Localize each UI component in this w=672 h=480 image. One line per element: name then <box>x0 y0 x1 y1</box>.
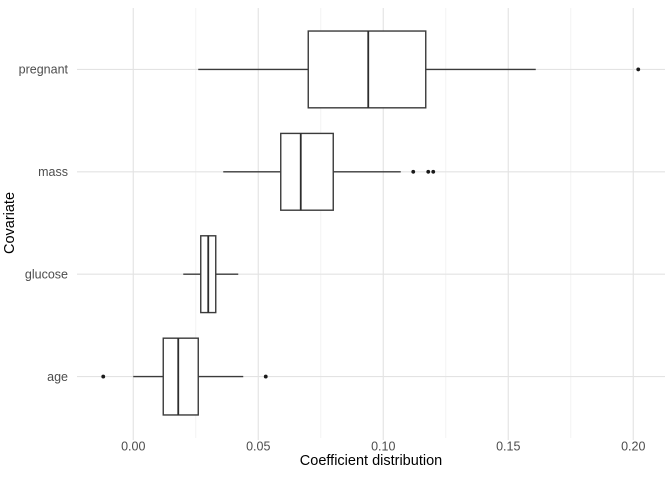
outlier-point <box>101 374 106 379</box>
outlier-point <box>431 169 436 174</box>
boxplots-layer <box>101 30 641 416</box>
boxplot-age <box>101 337 268 416</box>
outlier-point <box>263 374 268 379</box>
x-tick-label: 0.10 <box>371 440 395 454</box>
gridlines-layer <box>77 8 665 440</box>
outlier-point <box>426 169 431 174</box>
x-tick-label: 0.15 <box>496 440 520 454</box>
x-tick-label: 0.05 <box>246 440 270 454</box>
y-axis-title: Covariate <box>2 192 18 254</box>
y-tick-label: pregnant <box>19 63 69 77</box>
iqr-box <box>307 30 427 109</box>
x-axis-tick-labels: 0.00 0.05 0.10 0.15 0.20 <box>121 440 645 454</box>
y-tick-label: age <box>47 370 68 384</box>
outlier-point <box>411 169 416 174</box>
y-tick-label: glucose <box>25 267 68 281</box>
y-tick-label: mass <box>38 165 68 179</box>
y-axis-tick-labels: pregnant mass glucose age <box>19 63 69 384</box>
boxplot-mass <box>223 132 436 211</box>
outlier-point <box>636 67 641 72</box>
x-tick-label: 0.20 <box>621 440 645 454</box>
iqr-box <box>162 337 199 416</box>
x-axis-title: Coefficient distribution <box>300 453 442 469</box>
iqr-box <box>280 132 334 211</box>
x-tick-label: 0.00 <box>121 440 145 454</box>
boxplot-pregnant <box>198 30 641 109</box>
boxplot-glucose <box>183 235 239 314</box>
